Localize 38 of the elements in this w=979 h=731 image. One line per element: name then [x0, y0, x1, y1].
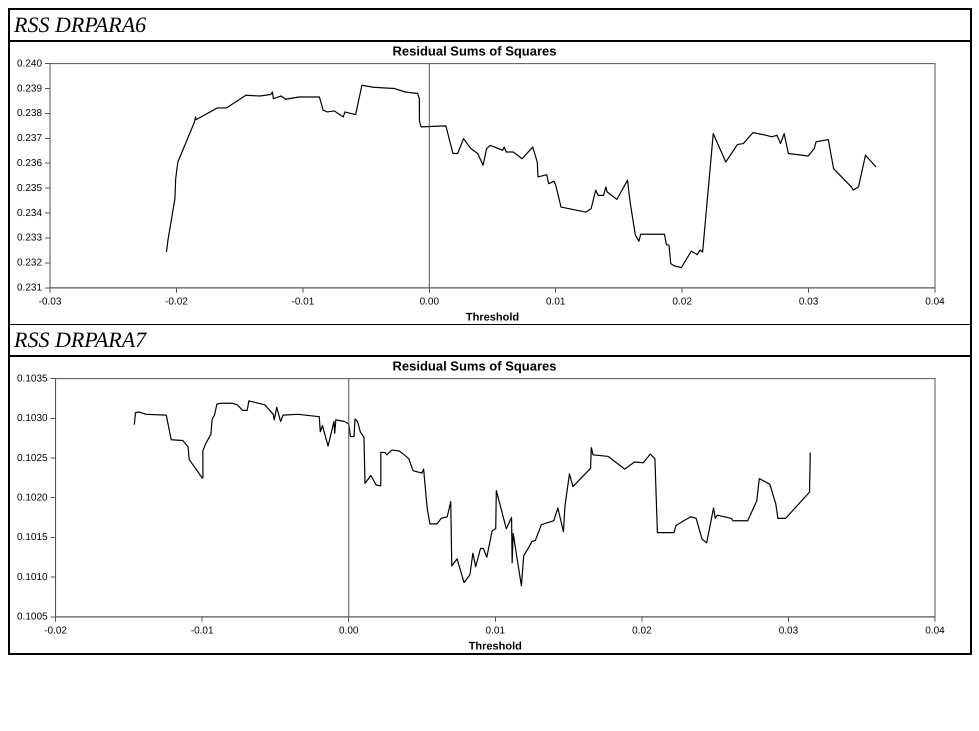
chart-subtitle: Residual Sums of Squares: [392, 43, 556, 58]
x-tick-label: 0.00: [420, 296, 440, 308]
x-tick-label: 0.00: [338, 626, 359, 637]
y-tick-label: 0.239: [16, 83, 42, 94]
y-tick-label: 0.1015: [16, 532, 48, 544]
y-tick-label: 0.231: [16, 282, 42, 294]
y-tick-label: 0.234: [16, 208, 42, 219]
y-tick-label: 0.1020: [16, 492, 48, 504]
x-tick-label: -0.02: [165, 296, 188, 308]
x-tick-label: 0.02: [632, 626, 652, 637]
x-tick-label: 0.04: [925, 296, 946, 308]
y-tick-label: 0.232: [16, 258, 42, 269]
x-tick-label: 0.02: [672, 296, 692, 308]
y-tick-label: 0.1010: [16, 572, 48, 583]
x-tick-label: -0.03: [38, 296, 62, 308]
y-tick-label: 0.240: [16, 58, 42, 70]
y-tick-label: 0.237: [16, 133, 42, 144]
x-tick-label: -0.01: [291, 296, 315, 308]
x-tick-label: -0.01: [190, 626, 214, 637]
chart-title: RSS DRPARA6: [10, 10, 970, 42]
x-tick-label: 0.01: [486, 626, 506, 637]
x-tick-label: -0.02: [44, 626, 68, 637]
y-tick-label: 0.1035: [16, 373, 48, 384]
y-tick-label: 0.235: [16, 182, 42, 194]
x-axis-title: Threshold: [468, 640, 522, 652]
y-tick-label: 0.1030: [16, 413, 48, 424]
y-tick-label: 0.233: [16, 232, 42, 244]
x-tick-label: 0.03: [778, 626, 799, 637]
y-tick-label: 0.1025: [16, 452, 48, 464]
x-tick-label: 0.04: [925, 626, 946, 637]
x-tick-label: 0.01: [546, 296, 566, 308]
x-tick-label: 0.03: [798, 296, 819, 308]
chart-subtitle: Residual Sums of Squares: [392, 358, 556, 374]
x-axis-title: Threshold: [466, 311, 520, 324]
y-tick-label: 0.236: [16, 158, 42, 169]
chart-title: RSS DRPARA7: [10, 325, 970, 357]
y-tick-label: 0.238: [16, 108, 42, 120]
y-tick-label: 0.1005: [16, 612, 48, 623]
